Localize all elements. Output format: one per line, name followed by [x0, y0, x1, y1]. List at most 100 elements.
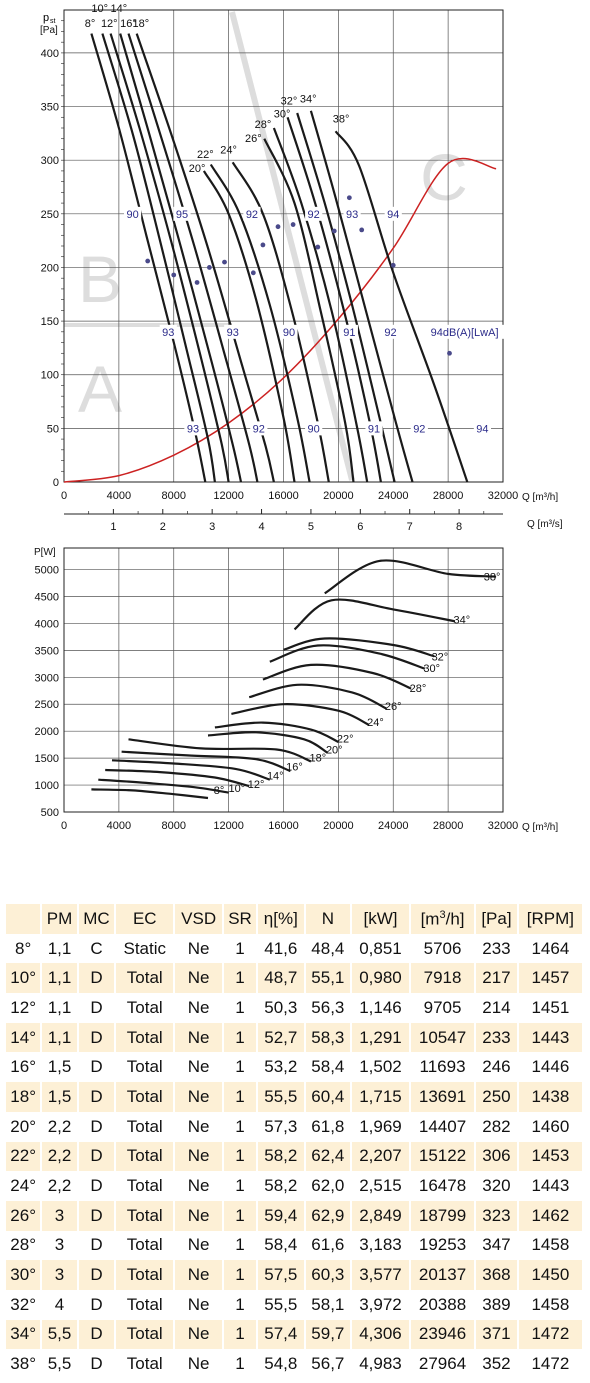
curve-label: 38°: [484, 571, 501, 583]
noise-label-bg: [381, 324, 400, 339]
noise-label: 91: [368, 423, 380, 435]
curve-label: 18°: [309, 752, 326, 764]
table-cell: 54,8: [256, 1349, 306, 1379]
zone-divider-line: [229, 11, 355, 481]
table-cell: 60,3: [304, 1260, 353, 1290]
table-cell: 1: [223, 1082, 258, 1112]
table-cell: 1453: [517, 1141, 585, 1172]
data-marker: [359, 227, 365, 233]
table-cell: Total: [115, 1082, 176, 1112]
table-cell: 52,7: [256, 1022, 306, 1053]
power-curve-26deg: [248, 683, 387, 710]
table-cell: 58,2: [256, 1141, 306, 1172]
table-cell: 3: [41, 1200, 79, 1231]
table-cell: 214: [475, 993, 519, 1023]
noise-label-bg: [365, 421, 383, 436]
curve-label: 22°: [337, 733, 354, 745]
table-row: 14° 1,1 D Total Ne 1 52,7 58,3 1,291 10547 233 1443: [6, 1022, 585, 1053]
curve-label: 10°: [91, 3, 108, 15]
table-cell: 58,4: [304, 1052, 353, 1083]
table-cell: 233: [475, 1022, 519, 1053]
data-marker: [222, 259, 227, 265]
table-row: 20° 2,2 D Total Ne 1 57,3 61,8 1,969 14407 282 1460: [6, 1111, 585, 1142]
noise-label-bg: [224, 324, 242, 339]
table-cell: 320: [475, 1171, 519, 1201]
pressure-curve-34deg: [309, 110, 414, 483]
y-tick-label: 4000: [35, 618, 59, 630]
table-cell: Total: [115, 1171, 176, 1201]
table-cell: Total: [115, 1052, 176, 1083]
data-marker: [171, 272, 177, 278]
x-tick-label: 8000: [162, 490, 186, 502]
table-cell: 38°: [6, 1349, 43, 1379]
pressure-curve-16deg: [127, 33, 259, 483]
zone-letter: B: [78, 242, 122, 316]
secondary-tick-label: 5: [308, 521, 314, 533]
y-tick-label: 350: [41, 102, 59, 114]
table-cell: 5706: [409, 933, 477, 964]
table-cell: 62,9: [304, 1200, 353, 1231]
noise-label-bg: [173, 206, 191, 221]
table-cell: 1451: [517, 993, 585, 1023]
table-cell: D: [77, 1022, 117, 1053]
table-cell: 1443: [517, 1171, 585, 1201]
table-cell: 3: [41, 1260, 79, 1290]
table-cell: 48,4: [304, 933, 353, 964]
zone-letter: A: [78, 352, 122, 426]
table-cell: 56,3: [304, 993, 353, 1023]
table-cell: Ne: [174, 1141, 225, 1172]
table-cell: 14407: [409, 1111, 477, 1142]
pressure-curve-22deg: [209, 163, 311, 483]
table-cell: Total: [115, 1349, 176, 1379]
table-cell: 10°: [6, 963, 43, 994]
table-cell: 389: [475, 1289, 519, 1320]
table-cell: 371: [475, 1319, 519, 1350]
noise-label: 92: [413, 423, 425, 435]
table-cell: 58,3: [304, 1022, 353, 1053]
secondary-tick-label: 2: [160, 521, 166, 533]
noise-label: 90: [308, 423, 320, 435]
table-cell: Total: [115, 1289, 176, 1320]
noise-label-bg: [159, 324, 177, 339]
table-cell: 1,1: [41, 933, 79, 964]
table-header-cell: SR: [223, 904, 258, 934]
pressure-curve-24deg: [231, 161, 330, 483]
table-cell: 55,1: [304, 963, 353, 994]
curve-label: 26°: [245, 133, 262, 145]
power-curve-34deg: [293, 598, 456, 631]
table-cell: D: [77, 1200, 117, 1231]
table-cell: 7918: [409, 963, 477, 994]
table-cell: 27964: [409, 1349, 477, 1379]
table-cell: 20388: [409, 1289, 477, 1320]
table-header-cell: [m3/h]: [409, 904, 477, 934]
table-cell: 2,515: [351, 1171, 411, 1201]
x-tick-label: 28000: [433, 820, 464, 832]
table-cell: 11693: [409, 1052, 477, 1083]
curve-label: 34°: [454, 614, 471, 626]
table-cell: 1443: [517, 1022, 585, 1053]
secondary-tick-label: 8: [456, 521, 462, 533]
table-cell: 347: [475, 1230, 519, 1261]
noise-label: 90: [283, 327, 295, 339]
y-tick-label: 400: [41, 48, 59, 60]
secondary-tick-label: 3: [209, 521, 215, 533]
y-axis-unit: [Pa]: [40, 25, 58, 36]
table-cell: 16°: [6, 1052, 43, 1083]
table-cell: Ne: [174, 1319, 225, 1350]
table-header-cell: [6, 904, 43, 934]
x-tick-label: 32000: [488, 820, 519, 832]
table-cell: D: [77, 1260, 117, 1290]
x-tick-label: 4000: [107, 820, 131, 832]
noise-label: 94: [476, 423, 488, 435]
table-cell: 12°: [6, 993, 43, 1023]
power-curve-32deg: [283, 637, 435, 658]
data-marker: [346, 195, 352, 201]
noise-label-bg: [243, 206, 261, 221]
x-tick-label: 20000: [323, 820, 354, 832]
table-row: 22° 2,2 D Total Ne 1 58,2 62,4 2,207 15122 306 1453: [6, 1141, 585, 1172]
x-axis-label: Q [m³/h]: [522, 822, 558, 833]
data-marker: [250, 270, 256, 276]
y-tick-label: 300: [41, 155, 59, 167]
table-cell: 18799: [409, 1200, 477, 1231]
noise-label-bg: [410, 421, 428, 436]
